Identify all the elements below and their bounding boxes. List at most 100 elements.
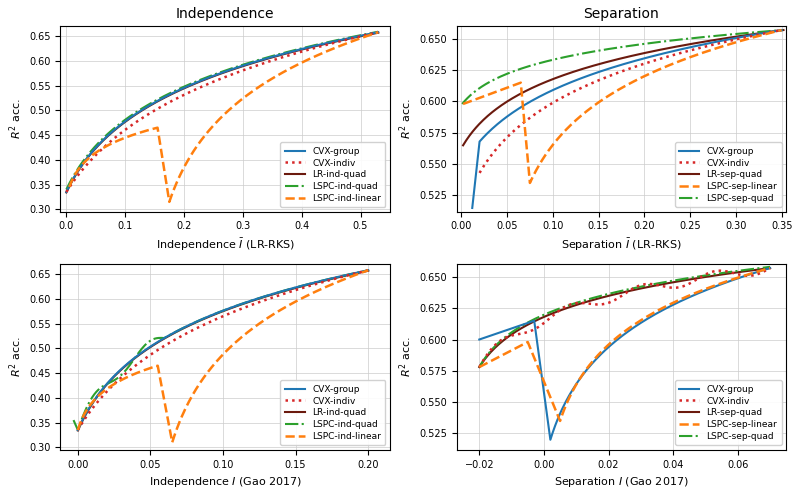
LSPC-ind-quad [344,35,354,41]
Y-axis label: $R^2$ acc.: $R^2$ acc. [397,337,414,377]
LSPC-sep-linear [777,27,786,33]
LR-ind-quad [246,61,256,66]
CVX-group [623,329,633,335]
CVX-group [344,35,354,41]
LSPC-ind-linear [302,57,312,63]
LR-ind-quad [344,36,354,42]
LSPC-ind-linear [165,199,174,205]
CVX-indiv [654,56,664,62]
Line: LSPC-sep-linear: LSPC-sep-linear [479,268,770,421]
CVX-group [718,38,727,44]
LSPC-sep-quad [727,31,737,37]
CVX-group [250,296,260,302]
CVX-group [336,273,346,279]
LSPC-ind-quad [69,417,78,423]
LSPC-ind-linear [254,320,264,326]
X-axis label: Independence $\bar{I}$ (LR-RKS): Independence $\bar{I}$ (LR-RKS) [155,237,295,253]
LR-sep-quad [474,364,484,370]
LR-sep-quad [738,269,748,275]
X-axis label: Separation $\bar{I}$ (LR-RKS): Separation $\bar{I}$ (LR-RKS) [561,237,682,253]
LSPC-sep-quad [719,270,729,276]
CVX-group [247,60,257,66]
CVX-indiv [62,189,71,195]
Legend: CVX-group, CVX-indiv, LR-sep-quad, LSPC-sep-linear, LSPC-sep-quad: CVX-group, CVX-indiv, LR-sep-quad, LSPC-… [675,380,782,445]
LSPC-sep-linear [630,322,639,328]
LR-ind-quad [374,30,383,36]
LSPC-ind-linear [151,363,161,369]
LSPC-ind-quad [73,427,82,433]
Line: LSPC-ind-linear: LSPC-ind-linear [70,32,378,202]
Line: LR-sep-quad: LR-sep-quad [463,30,783,145]
CVX-indiv [246,64,256,70]
LSPC-ind-linear [65,184,74,190]
LSPC-sep-linear [766,265,775,271]
LSPC-sep-quad [647,40,657,46]
CVX-indiv [62,187,72,193]
CVX-group [467,205,477,211]
CVX-indiv [246,302,255,308]
LSPC-sep-quad [738,267,748,273]
CVX-group [622,60,632,66]
LSPC-sep-linear [691,52,701,58]
LR-ind-quad [250,297,260,303]
Line: CVX-group: CVX-group [479,268,770,440]
LSPC-sep-linear [458,101,468,107]
CVX-group [245,298,254,304]
Line: CVX-indiv: CVX-indiv [78,270,368,430]
LR-sep-quad [719,271,729,277]
LR-ind-quad [363,268,373,274]
Line: CVX-indiv: CVX-indiv [479,30,782,173]
LSPC-sep-quad [648,40,658,46]
LR-ind-quad [73,428,82,434]
CVX-group [324,40,334,46]
Line: LR-ind-quad: LR-ind-quad [66,33,378,192]
LSPC-sep-quad [748,29,758,35]
LSPC-sep-linear [475,364,485,370]
LSPC-ind-quad [226,305,236,310]
CVX-indiv [660,55,670,61]
CVX-indiv [646,281,656,287]
CVX-group [246,298,255,304]
Legend: CVX-group, CVX-indiv, LR-ind-quad, LSPC-ind-quad, LSPC-ind-linear: CVX-group, CVX-indiv, LR-ind-quad, LSPC-… [281,142,386,207]
LR-ind-quad [246,298,255,304]
CVX-group [363,267,373,273]
LSPC-sep-quad [778,27,787,33]
CVX-indiv [777,27,786,33]
LSPC-ind-linear [346,273,356,279]
LSPC-ind-quad [374,29,383,35]
LSPC-ind-quad [350,270,360,276]
LR-sep-quad [647,283,657,289]
Title: Separation: Separation [583,7,659,21]
CVX-indiv [74,426,84,432]
LSPC-ind-quad [324,39,334,45]
CVX-group [624,60,634,65]
CVX-indiv [719,268,729,274]
LSPC-ind-quad [246,298,255,304]
LSPC-sep-quad [766,264,775,270]
LR-ind-quad [245,299,254,305]
LR-sep-quad [648,48,658,54]
CVX-indiv [474,364,484,370]
LSPC-sep-quad [646,282,656,288]
X-axis label: Separation $I$ (Gao 2017): Separation $I$ (Gao 2017) [554,475,689,489]
LSPC-sep-linear [525,180,534,186]
Line: LR-ind-quad: LR-ind-quad [78,271,368,431]
CVX-group [62,187,72,193]
Line: CVX-group: CVX-group [78,270,368,430]
CVX-indiv [374,29,383,35]
Line: LSPC-sep-linear: LSPC-sep-linear [463,30,782,183]
LSPC-ind-quad [263,292,273,298]
LSPC-sep-quad [654,39,663,45]
LR-sep-quad [654,47,664,53]
LR-sep-quad [458,142,468,148]
CVX-group [630,324,640,330]
LSPC-ind-quad [363,267,373,273]
LSPC-ind-linear [363,267,373,273]
LR-ind-quad [253,59,262,64]
LSPC-sep-linear [636,317,646,323]
CVX-indiv [475,363,485,369]
LSPC-sep-linear [637,74,646,80]
Line: LSPC-ind-linear: LSPC-ind-linear [78,270,368,442]
LSPC-sep-quad [458,100,468,106]
CVX-indiv [653,282,662,288]
